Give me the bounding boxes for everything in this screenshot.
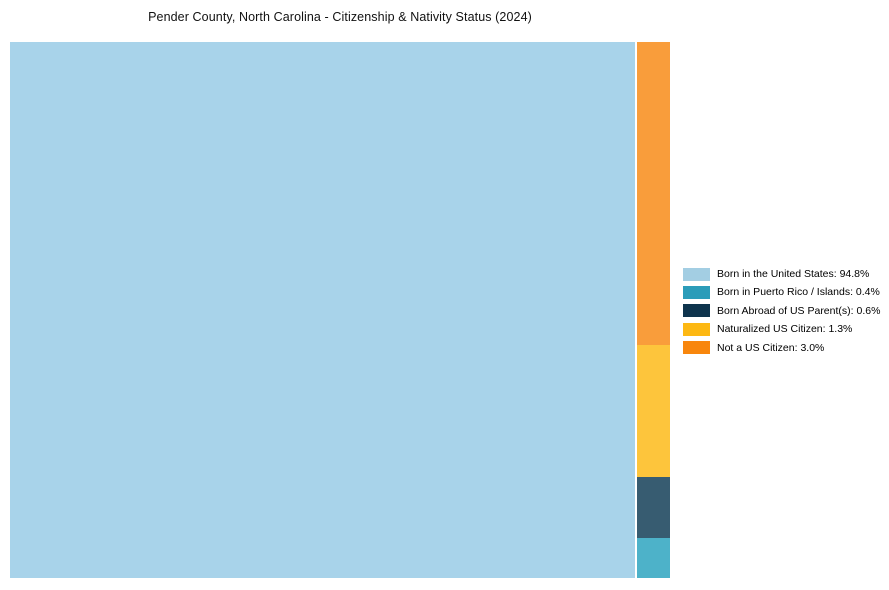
treemap-tile-born-in-puerto-rico-islands[interactable] (637, 537, 670, 578)
legend-swatch-not-a-us-citizen (683, 341, 710, 355)
treemap-plot (10, 42, 670, 578)
legend-item-born-in-puerto-rico-islands[interactable]: Born in Puerto Rico / Islands: 0.4% (683, 283, 880, 301)
legend-item-born-in-the-united-states[interactable]: Born in the United States: 94.8% (683, 265, 880, 283)
legend-swatch-born-in-puerto-rico-islands (683, 286, 710, 300)
legend-swatch-born-abroad-of-us-parent-s (683, 304, 710, 318)
legend-label: Born Abroad of US Parent(s): 0.6% (717, 304, 881, 317)
treemap-side-column (637, 42, 670, 578)
legend-swatch-naturalized-us-citizen (683, 322, 710, 336)
legend-label: Naturalized US Citizen: 1.3% (717, 323, 853, 336)
treemap-tile-born-in-the-united-states[interactable] (10, 42, 636, 578)
treemap-tile-naturalized-us-citizen[interactable] (637, 345, 670, 477)
legend-label: Born in Puerto Rico / Islands: 0.4% (717, 286, 880, 299)
legend: Born in the United States: 94.8% Born in … (683, 265, 880, 357)
legend-label: Not a US Citizen: 3.0% (717, 341, 825, 354)
legend-label: Born in the United States: 94.8% (717, 267, 870, 280)
treemap-tile-not-a-us-citizen[interactable] (637, 42, 670, 346)
legend-item-naturalized-us-citizen[interactable]: Naturalized US Citizen: 1.3% (683, 320, 880, 338)
legend-item-born-abroad-of-us-parent-s[interactable]: Born Abroad of US Parent(s): 0.6% (683, 302, 880, 320)
chart-title: Pender County, North Carolina - Citizens… (148, 10, 532, 24)
legend-item-not-a-us-citizen[interactable]: Not a US Citizen: 3.0% (683, 339, 880, 357)
treemap-tile-born-abroad-of-us-parent-s[interactable] (637, 476, 670, 538)
legend-swatch-born-in-the-united-states (683, 267, 710, 281)
